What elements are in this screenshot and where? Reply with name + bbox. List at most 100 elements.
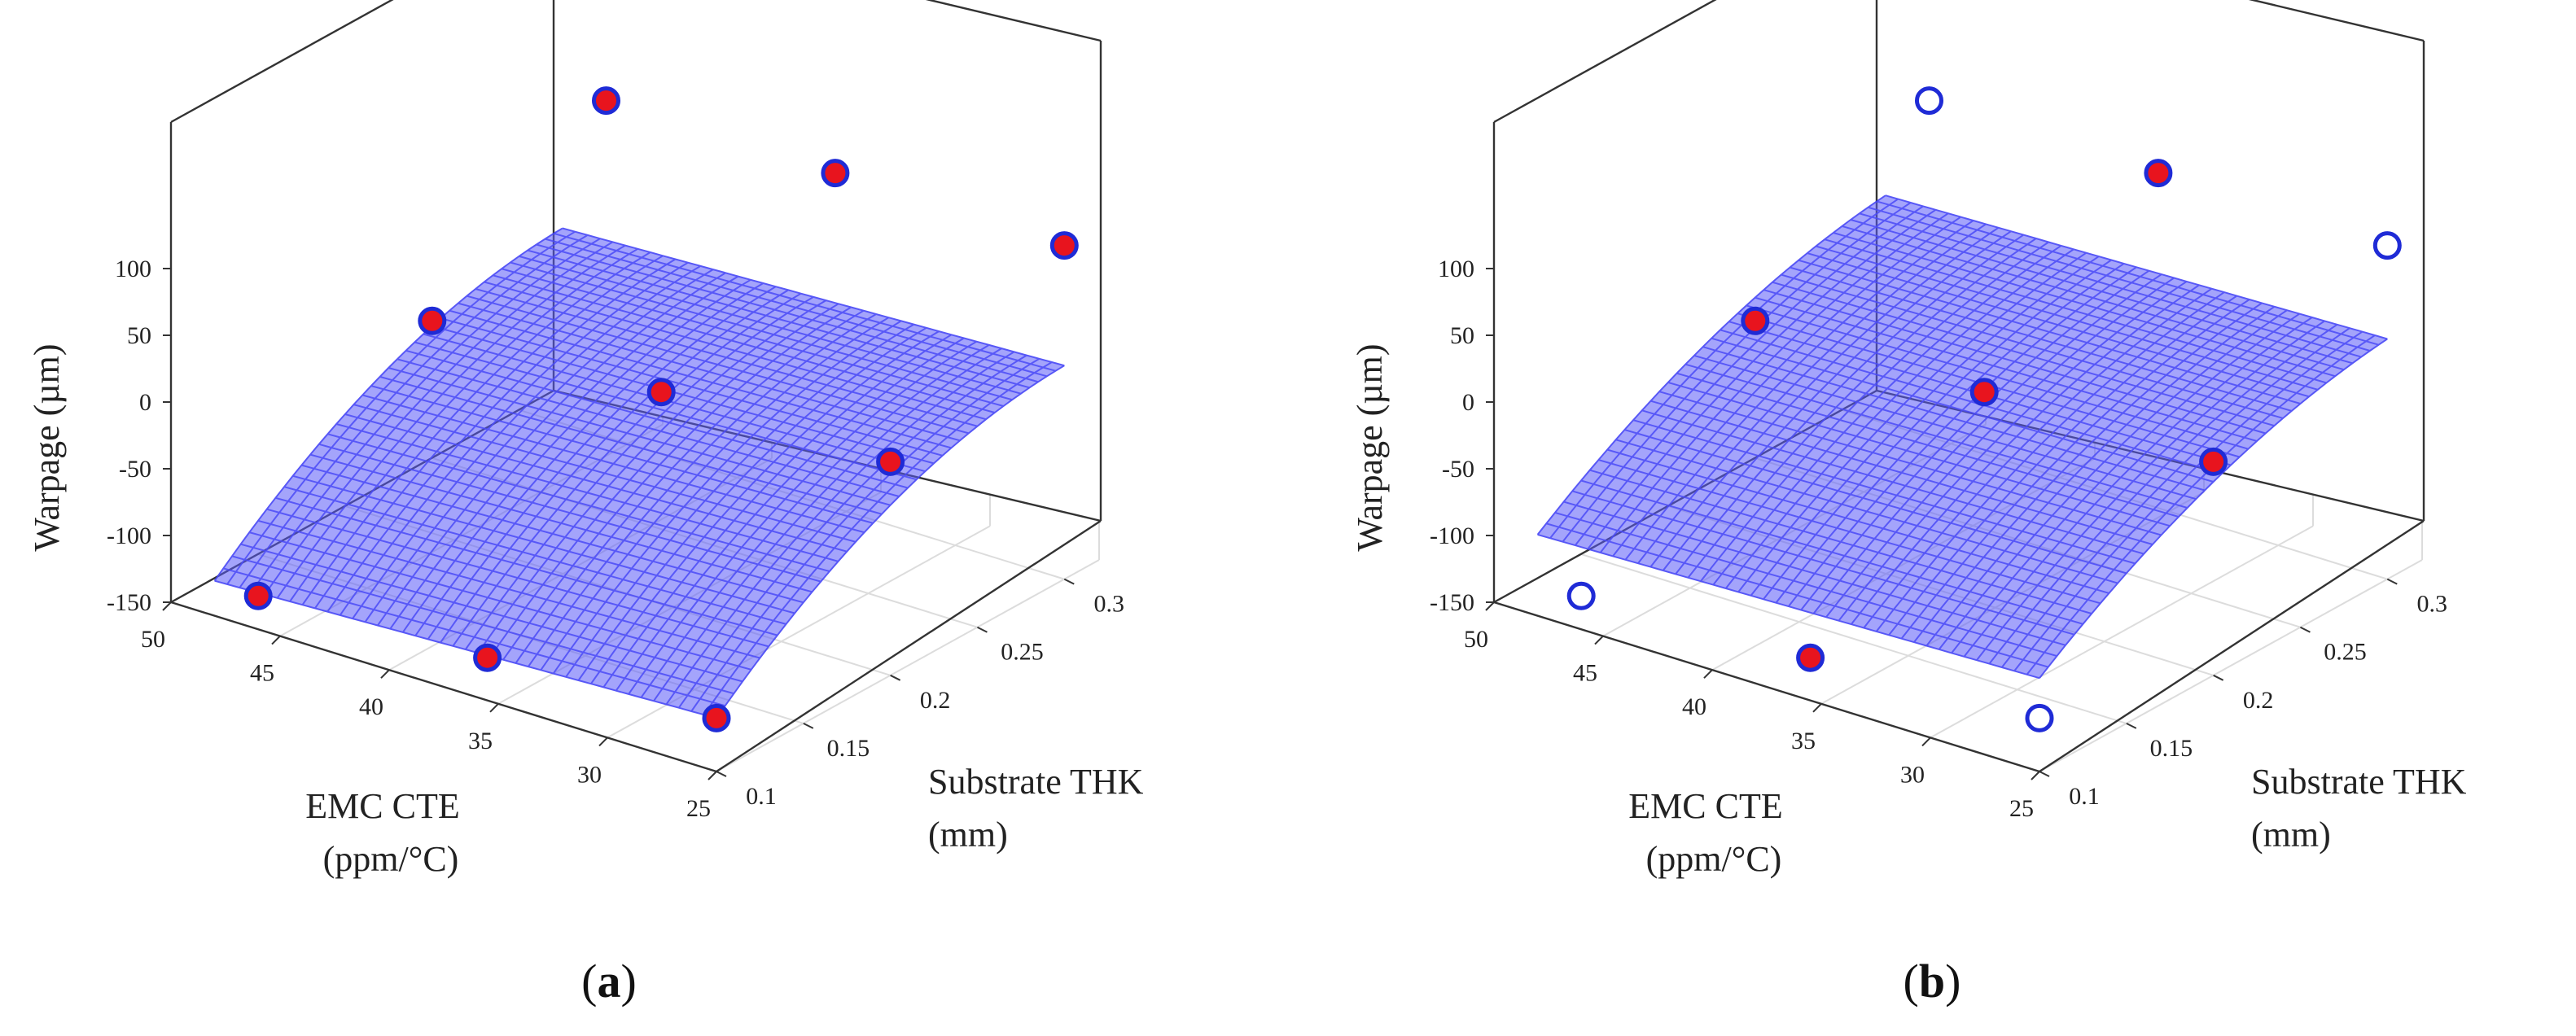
data-point-filled [1969,378,1999,407]
x-tick-label: 25 [2009,795,2034,822]
x-tick-label: 30 [1900,761,1925,788]
data-point-filled [2144,159,2173,188]
x-axis-label: EMC CTE [305,786,459,826]
z-axis-label: Warpage (µm) [27,343,67,551]
y-tick-mark [977,626,988,633]
y-tick-label: 0.3 [2417,591,2448,618]
data-point-filled [876,447,905,476]
x-axis-line [170,601,717,773]
data-point-filled [702,703,731,732]
data-point-filled [473,643,502,672]
panel-label: (b) [1904,955,1961,1008]
y-axis-label: Substrate THK [2251,762,2467,802]
y-tick-label: 0.25 [1001,639,1044,666]
panel-a: 100 50 0 -50 -100 -150 50 45 40 35 30 25 0.1 0.15 0.2 0… [27,0,1144,1008]
z-tick-label: -50 [1442,456,1474,483]
x-axis-label-unit: (ppm/°C) [1646,839,1782,879]
data-point-filled [592,86,620,116]
data-point-filled [243,581,273,610]
x-tick-mark [1594,635,1604,645]
x-tick-label: 35 [468,728,493,754]
surface-fill [214,228,1065,719]
y-axis-label: Substrate THK [928,762,1144,802]
y-tick-mark [2386,578,2398,585]
x-tick-mark [1703,669,1713,679]
x-tick-mark [708,771,717,780]
data-point-filled [821,159,850,188]
x-tick-label: 45 [1573,660,1597,687]
y-tick-mark [890,674,901,681]
y-tick-mark [1063,578,1075,585]
grid-x-floor [2039,559,2423,772]
wall-left [1494,0,1877,602]
z-tick-label: -50 [119,456,151,483]
z-axis-label: Warpage (µm) [1350,343,1390,551]
y-tick-label: 0.2 [2243,687,2274,714]
panel-b: 100 50 0 -50 -100 -150 50 45 40 35 30 25 0.1 0.15 0.2 0… [1350,0,2467,1008]
x-tick-mark [1921,737,1931,747]
edge-top-back [2248,0,2425,42]
data-point-filled [646,378,676,407]
y-tick-label: 0.3 [1094,591,1125,618]
y-tick-mark [2213,674,2224,681]
data-point-filled [1741,306,1770,335]
y-axis-label-unit: (mm) [2251,815,2331,855]
z-tick-label: -150 [107,589,151,616]
x-tick-mark [1812,703,1822,713]
x-axis-line [1493,601,2040,773]
x-tick-mark [598,737,608,747]
edge-top-left [170,0,394,124]
data-point-open [1566,581,1596,610]
x-tick-label: 40 [359,693,383,720]
y-tick-label: 0.15 [2150,735,2193,762]
x-tick-label: 35 [1791,728,1816,754]
data-point-open [2372,231,2402,260]
y-axis-line [716,519,1102,773]
data-point-open [1915,86,1943,116]
data-point-filled [1049,231,1079,260]
x-tick-label: 45 [250,660,274,687]
z-tick-label: 100 [1438,256,1474,282]
z-tick-label: 0 [139,389,151,416]
x-axis-label: EMC CTE [1628,786,1782,826]
x-tick-mark [1485,601,1495,611]
y-axis-line [2039,519,2425,773]
x-tick-mark [271,635,281,645]
x-tick-mark [2031,771,2040,780]
grid-x-floor [716,559,1100,772]
z-tick-label: 100 [115,256,151,282]
x-tick-mark [489,703,499,713]
y-tick-mark [716,771,727,777]
x-tick-label: 50 [1464,626,1488,653]
z-tick-label: -100 [1430,522,1474,549]
z-tick-label: 0 [1462,389,1474,416]
x-axis-label-unit: (ppm/°C) [323,839,459,879]
y-tick-mark [2039,771,2050,777]
x-tick-label: 40 [1682,693,1706,720]
z-tick-label: 50 [1450,322,1474,349]
y-tick-mark [2300,626,2311,633]
y-tick-label: 0.25 [2324,639,2367,666]
panel-label: (a) [581,955,637,1008]
data-point-filled [418,306,447,335]
x-tick-label: 30 [577,761,602,788]
y-tick-label: 0.1 [746,783,777,810]
edge-top-left [1493,0,1717,124]
z-tick-label: 50 [127,322,151,349]
y-tick-label: 0.2 [920,687,951,714]
y-tick-label: 0.15 [827,735,870,762]
x-tick-mark [380,669,390,679]
grid-x-floor [1930,525,2314,739]
data-point-filled [1796,643,1825,672]
z-tick-label: -150 [1430,589,1474,616]
wall-left [171,0,554,602]
y-tick-label: 0.1 [2069,783,2100,810]
data-point-open [2025,703,2054,732]
y-tick-mark [803,723,814,729]
y-tick-mark [2126,723,2137,729]
x-tick-label: 50 [141,626,165,653]
data-point-filled [2199,447,2228,476]
x-tick-label: 25 [686,795,711,822]
edge-top-back [925,0,1102,42]
